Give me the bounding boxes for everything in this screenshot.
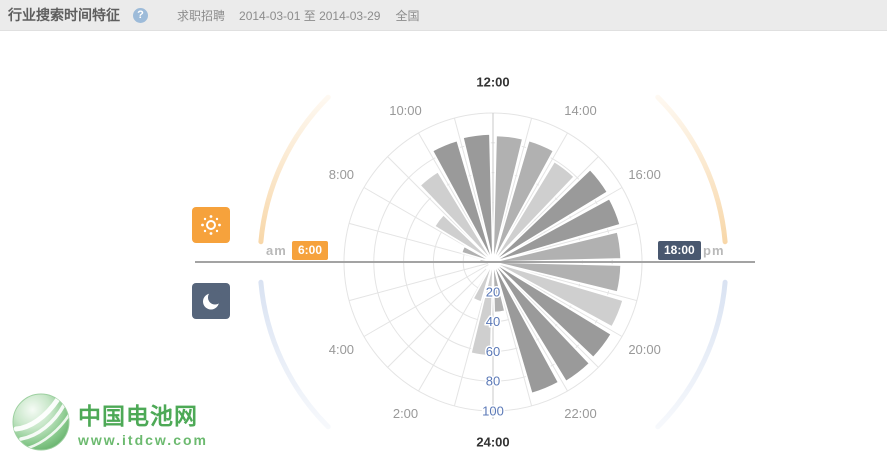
daylight-arcs (258, 94, 728, 430)
filter-date-range[interactable]: 2014-03-01 至 2014-03-29 (239, 8, 381, 23)
hour-sector-22:00[interactable] (492, 261, 560, 395)
svg-text:20:00: 20:00 (628, 342, 661, 357)
filter-category[interactable]: 求职招聘 (177, 8, 226, 23)
hour-bars (418, 133, 625, 395)
moon-glyph (203, 290, 222, 310)
hour-sector-17:00[interactable] (492, 230, 622, 263)
svg-text:60: 60 (486, 344, 500, 359)
pm-label: pm (703, 243, 725, 258)
hour-sector-10:00[interactable] (431, 139, 494, 263)
radial-tick-labels: 20 40 60 80 100 (481, 283, 506, 420)
svg-text:16:00: 16:00 (628, 167, 661, 182)
sun-icon (192, 207, 230, 243)
svg-text:22:00: 22:00 (564, 406, 597, 421)
page-title: 行业搜索时间特征 (8, 7, 120, 23)
am-time-badge: 6:00 (292, 241, 329, 260)
hour-sector-23:00[interactable] (492, 261, 506, 314)
svg-text:20: 20 (486, 284, 500, 299)
hour-labels: 12:00 14:00 16:00 20:00 22:00 24:00 2:00 4:00 8:… (329, 75, 661, 450)
hour-sector-9:00[interactable] (418, 170, 494, 263)
moon-icon (192, 283, 230, 319)
svg-text:2:00: 2:00 (393, 406, 418, 421)
hour-sector-13:00[interactable] (492, 139, 555, 263)
watermark-name: 中国电池网 (78, 402, 198, 429)
svg-text:8:00: 8:00 (329, 167, 354, 182)
watermark-url: www.itdcw.com (78, 431, 208, 448)
hour-sector-1:00[interactable] (471, 261, 494, 303)
svg-text:4:00: 4:00 (329, 342, 354, 357)
hour-sector-21:00[interactable] (492, 261, 591, 383)
svg-text:14:00: 14:00 (564, 103, 597, 118)
pm-time-badge: 18:00 (658, 241, 701, 260)
hour-sector-19:00[interactable] (492, 261, 625, 328)
hour-sector-0:00[interactable] (469, 261, 494, 357)
svg-text:12:00: 12:00 (476, 75, 509, 90)
sun-glyph (201, 215, 221, 235)
svg-text:100: 100 (482, 404, 504, 419)
svg-text:80: 80 (486, 374, 500, 389)
svg-text:24:00: 24:00 (476, 435, 509, 450)
hour-sector-20:00[interactable] (492, 261, 613, 359)
watermark-globe-icon (12, 393, 70, 451)
hour-sector-15:00[interactable] (492, 168, 609, 263)
help-icon[interactable]: ? (133, 7, 148, 23)
am-label: am (266, 243, 287, 258)
hour-sector-16:00[interactable] (492, 197, 622, 263)
header-bar: 行业搜索时间特征 ? 求职招聘 2014-03-01 至 2014-03-29 … (0, 0, 887, 31)
svg-text:10:00: 10:00 (389, 103, 422, 118)
hour-sector-18:00[interactable] (492, 261, 622, 294)
hour-sector-8:00[interactable] (433, 213, 494, 263)
svg-text:40: 40 (486, 314, 500, 329)
hour-sector-12:00[interactable] (492, 134, 524, 263)
filter-region[interactable]: 全国 (395, 8, 420, 23)
watermark: 中国电池网 www.itdcw.com (12, 391, 208, 453)
hour-sector-11:00[interactable] (461, 133, 494, 263)
hour-sector-14:00[interactable] (492, 160, 576, 263)
